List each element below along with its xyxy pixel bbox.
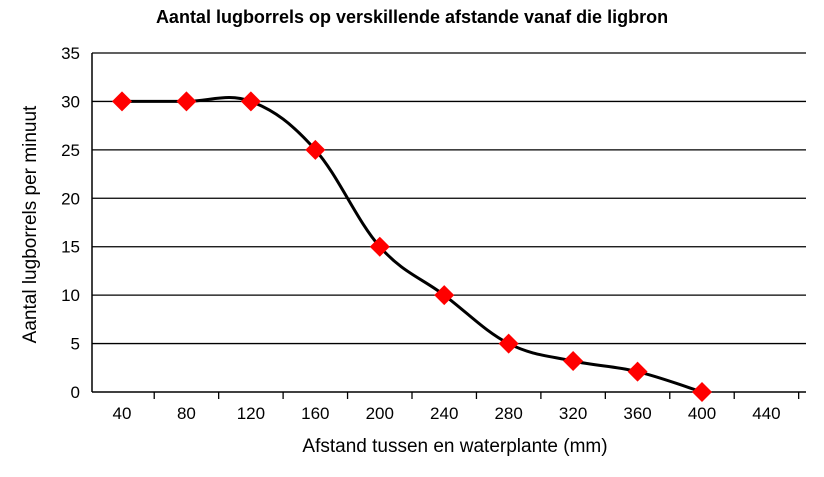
y-tick-label: 15 bbox=[61, 238, 80, 257]
data-point-marker bbox=[498, 333, 519, 354]
series-line bbox=[122, 96, 703, 394]
x-tick-label: 80 bbox=[177, 404, 196, 423]
y-axis-label: Aantal lugborrels per minuut bbox=[20, 105, 41, 343]
data-point-marker bbox=[692, 382, 712, 402]
y-tick-labels: 0 5 10 15 20 25 30 35 bbox=[61, 44, 80, 402]
y-tick-label: 30 bbox=[61, 92, 80, 111]
x-tick-label: 240 bbox=[430, 404, 458, 423]
data-point-marker bbox=[112, 91, 132, 112]
x-tick-label: 320 bbox=[559, 404, 587, 423]
data-point-marker bbox=[563, 351, 584, 372]
y-tick-label: 5 bbox=[71, 335, 80, 354]
y-tick-label: 25 bbox=[61, 141, 80, 160]
data-point-marker bbox=[627, 361, 648, 382]
data-point-marker bbox=[305, 139, 326, 160]
data-point-marker bbox=[369, 236, 390, 257]
data-point-marker bbox=[434, 285, 455, 306]
x-tick-label: 400 bbox=[688, 404, 716, 423]
y-tick-label: 0 bbox=[71, 383, 80, 402]
y-tick-label: 10 bbox=[61, 286, 80, 305]
x-tick-label: 40 bbox=[113, 404, 132, 423]
x-tick-label: 160 bbox=[301, 404, 329, 423]
x-tick-labels: 40 80 120 160 200 240 280 320 360 400 440 bbox=[113, 404, 781, 423]
data-point-marker bbox=[176, 91, 197, 112]
y-tick-label: 35 bbox=[61, 44, 80, 63]
data-markers bbox=[112, 91, 712, 402]
chart-title: Aantal lugborrels op verskillende afstan… bbox=[155, 7, 669, 27]
x-tick-label: 120 bbox=[237, 404, 265, 423]
x-axis-label: Afstand tussen en waterplante (mm) bbox=[302, 436, 607, 457]
axes bbox=[91, 53, 806, 399]
data-point-marker bbox=[240, 91, 261, 112]
x-tick-label: 440 bbox=[752, 404, 780, 423]
x-tick-label: 280 bbox=[494, 404, 522, 423]
x-tick-label: 360 bbox=[623, 404, 651, 423]
x-tick-label: 200 bbox=[366, 404, 394, 423]
y-tick-label: 20 bbox=[61, 189, 80, 208]
